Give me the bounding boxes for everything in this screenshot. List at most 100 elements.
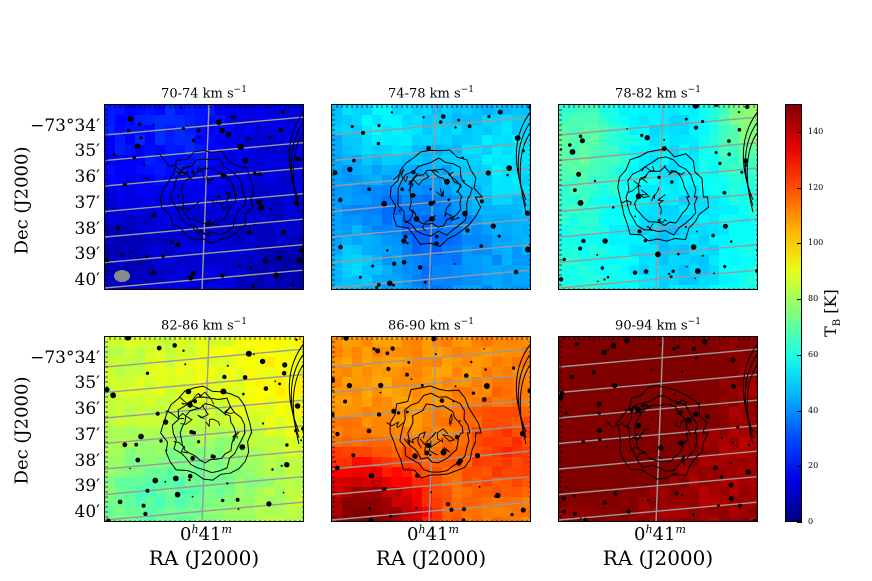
heatmap-cell — [155, 265, 166, 276]
point-source — [663, 165, 666, 168]
heatmap-cell — [629, 337, 640, 348]
heatmap-cell — [382, 135, 393, 146]
heatmap-cell — [512, 285, 523, 289]
heatmap-cell — [452, 387, 463, 398]
heatmap-cell — [175, 205, 186, 216]
heatmap-cell — [412, 397, 423, 408]
heatmap-cell — [235, 517, 246, 521]
heatmap-cell — [175, 195, 186, 206]
heatmap-cell — [125, 135, 136, 146]
heatmap-cell — [639, 195, 650, 206]
heatmap-cell — [749, 235, 757, 246]
heatmap-cell — [265, 285, 276, 289]
heatmap-cell — [442, 417, 453, 428]
snr-filament — [196, 166, 207, 178]
heatmap-cell — [125, 185, 136, 196]
heatmap-cell — [215, 245, 226, 256]
heatmap-cell — [125, 275, 136, 286]
heatmap-cell — [649, 467, 660, 478]
heatmap-cell — [739, 225, 750, 236]
point-source — [401, 260, 407, 265]
heatmap-cell — [255, 135, 266, 146]
heatmap-cell — [689, 387, 700, 398]
heatmap-cell — [412, 125, 423, 136]
heatmap-cell — [372, 367, 383, 378]
heatmap-cell — [639, 467, 650, 478]
heatmap-cell — [432, 245, 443, 256]
heatmap-cell — [739, 347, 750, 358]
heatmap-cell — [165, 275, 176, 286]
heatmap-cell — [255, 407, 266, 418]
heatmap-cell — [452, 507, 463, 518]
heatmap-cell — [619, 457, 630, 468]
heatmap-cell — [472, 265, 483, 276]
point-source — [727, 152, 731, 157]
heatmap-cell — [659, 407, 670, 418]
heatmap-cell — [559, 245, 570, 256]
heatmap-cell — [452, 155, 463, 166]
point-source — [122, 442, 128, 448]
point-source — [386, 249, 389, 252]
heatmap-cell — [362, 417, 373, 428]
heatmap-cell — [245, 185, 256, 196]
heatmap-cell — [689, 497, 700, 508]
heatmap-cell — [589, 437, 600, 448]
heatmap-cell — [115, 337, 126, 348]
heatmap-cell — [472, 285, 483, 289]
channel-map-70-74 — [104, 104, 304, 290]
heatmap-cell — [372, 235, 383, 246]
heatmap-cell — [412, 285, 423, 289]
heatmap-cell — [729, 285, 740, 289]
point-source — [602, 238, 608, 244]
heatmap-cell — [619, 447, 630, 458]
heatmap-cell — [245, 467, 256, 478]
heatmap-cell — [709, 115, 720, 126]
heatmap-cell — [699, 477, 710, 488]
heatmap-cell — [145, 477, 156, 488]
heatmap-cell — [265, 407, 276, 418]
heatmap-cell — [165, 245, 176, 256]
point-source — [135, 457, 141, 463]
heatmap-cell — [462, 517, 473, 521]
heatmap-cell — [699, 225, 710, 236]
heatmap-cell — [195, 337, 206, 348]
heatmap-cell — [599, 135, 610, 146]
point-source — [407, 361, 411, 364]
heatmap-cell — [482, 205, 493, 216]
heatmap-cell — [185, 175, 196, 186]
heatmap-cell — [699, 265, 710, 276]
heatmap-cell — [452, 467, 463, 478]
heatmap-cell — [175, 115, 186, 126]
heatmap-cell — [372, 275, 383, 286]
heatmap-cell — [412, 155, 423, 166]
point-source — [479, 199, 484, 204]
heatmap-cell — [569, 417, 580, 428]
heatmap-cell — [255, 145, 266, 156]
heatmap-cell — [739, 337, 750, 348]
point-source — [242, 392, 245, 396]
heatmap-cell — [522, 457, 530, 468]
point-source — [720, 437, 723, 440]
heatmap-cell — [482, 125, 493, 136]
heatmap-cell — [589, 477, 600, 488]
heatmap-cell — [275, 115, 286, 126]
heatmap-cell — [502, 115, 513, 126]
heatmap-cell — [689, 125, 700, 136]
point-source — [405, 410, 409, 414]
heatmap-cell — [522, 347, 530, 358]
heatmap-cell — [502, 497, 513, 508]
heatmap-cell — [589, 265, 600, 276]
point-source — [658, 456, 661, 459]
heatmap-cell — [145, 285, 156, 289]
snr-filament — [444, 203, 452, 218]
ytick-label: 36′ — [74, 167, 101, 187]
point-source — [196, 128, 201, 133]
heatmap-cell — [155, 477, 166, 488]
point-source — [497, 109, 503, 115]
heatmap-cell — [215, 347, 226, 358]
point-source — [581, 238, 586, 244]
heatmap-cell — [255, 165, 266, 176]
heatmap-cell — [125, 467, 136, 478]
heatmap-cell — [669, 447, 680, 458]
heatmap-cell — [659, 165, 670, 176]
